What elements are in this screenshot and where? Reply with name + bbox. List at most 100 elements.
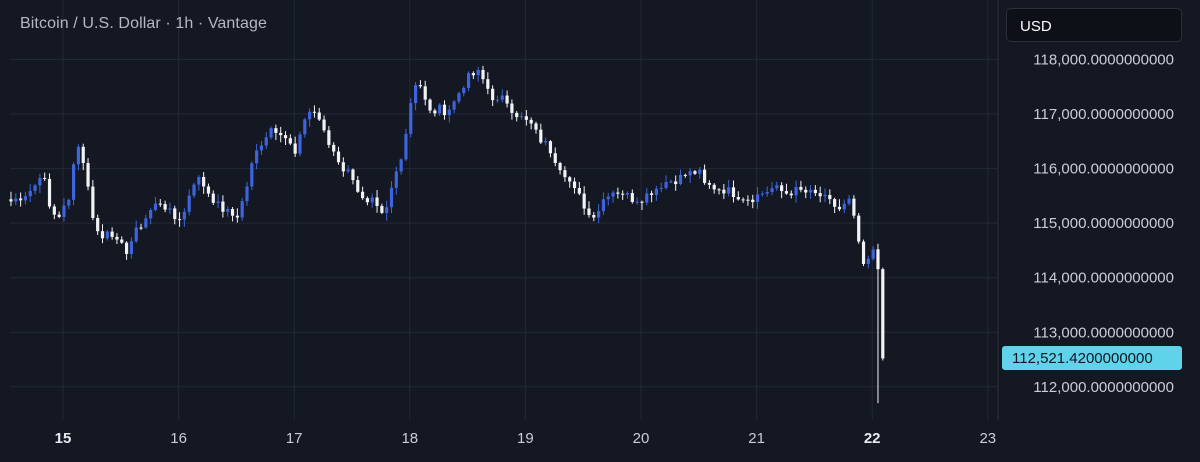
candle-body: [452, 101, 456, 110]
x-tick-label: 16: [170, 430, 187, 447]
candle-body: [794, 186, 798, 196]
candle-body: [360, 191, 365, 199]
candle-body: [226, 209, 230, 212]
candle-body: [43, 177, 47, 179]
candle-body: [471, 73, 475, 76]
candle-body: [230, 209, 235, 216]
candle-body: [751, 199, 755, 203]
candle-body: [438, 104, 442, 114]
candle-body: [356, 180, 360, 192]
candle-body: [698, 169, 702, 174]
candle-body: [861, 241, 866, 264]
candle-body: [707, 182, 711, 185]
candle-body: [264, 137, 268, 146]
x-tick-label: 21: [748, 430, 765, 447]
candle-body: [211, 193, 215, 203]
candle-body: [669, 181, 673, 183]
candle-body: [327, 130, 331, 145]
candle-body: [563, 170, 567, 178]
candle-body: [544, 141, 548, 143]
candle-body: [67, 199, 71, 206]
candle-body: [741, 199, 745, 201]
candle-body: [52, 206, 56, 215]
candle-body: [770, 188, 774, 193]
candle-body: [206, 186, 211, 194]
candle-body: [149, 210, 153, 219]
candle-body: [476, 69, 480, 76]
candle-body: [115, 236, 119, 240]
candle-body: [674, 181, 678, 185]
candle-body: [423, 86, 427, 100]
candle-body: [712, 184, 716, 190]
currency-button[interactable]: USD: [1006, 8, 1182, 42]
candle-body: [202, 176, 206, 187]
candle-body: [346, 169, 350, 172]
candle-body: [592, 215, 596, 218]
candle-body: [693, 171, 697, 174]
candle-body: [192, 184, 196, 196]
candle-body: [168, 208, 172, 210]
candle-body: [240, 201, 244, 218]
candle-body: [187, 195, 191, 212]
candle-body: [481, 69, 485, 80]
x-tick-label: 22: [864, 430, 881, 447]
candle-body: [616, 192, 620, 194]
candle-body: [47, 178, 52, 207]
candle-body: [341, 162, 345, 172]
candle-body: [385, 207, 389, 213]
candle-body: [139, 227, 143, 229]
candle-body: [852, 198, 856, 216]
candle-body: [866, 258, 870, 264]
candle-body: [124, 242, 129, 254]
candle-body: [279, 132, 283, 136]
candle-body: [775, 185, 779, 189]
candle-body: [649, 193, 654, 195]
candle-body: [129, 241, 133, 254]
candle-body: [110, 231, 114, 237]
candle-body: [553, 153, 557, 164]
candle-body: [539, 129, 543, 143]
candle-body: [250, 163, 254, 187]
candle-body: [221, 201, 225, 212]
candle-body: [298, 134, 302, 154]
candle-body: [630, 193, 634, 202]
candle-body: [317, 112, 321, 120]
candle-body: [158, 203, 162, 205]
candle-body: [621, 193, 625, 195]
candle-body: [486, 79, 490, 89]
candle-body: [144, 218, 148, 228]
candles: [9, 65, 885, 404]
candle-body: [548, 141, 553, 154]
candle-body: [625, 193, 630, 195]
candle-body: [389, 187, 394, 208]
candle-body: [14, 198, 18, 202]
candle-body: [9, 199, 13, 202]
candle-body: [558, 163, 562, 171]
candle-body: [876, 249, 880, 270]
candle-body: [722, 189, 726, 194]
candle-body: [404, 133, 408, 160]
candle-body: [428, 99, 432, 111]
candle-body: [789, 193, 793, 196]
candle-body: [837, 206, 842, 210]
candle-body: [413, 85, 418, 104]
candle-body: [818, 193, 822, 197]
candle-body: [808, 189, 813, 193]
candle-body: [654, 188, 659, 195]
candle-body: [500, 95, 504, 100]
candle-body: [727, 187, 731, 194]
candle-body: [182, 211, 186, 220]
candle-body: [91, 186, 95, 218]
candle-body: [19, 198, 23, 201]
y-tick-label: 113,000.0000000000: [1033, 324, 1174, 341]
candle-body: [495, 99, 500, 101]
y-tick-label: 115,000.0000000000: [1033, 215, 1174, 232]
candle-body: [255, 150, 259, 164]
candle-body: [659, 187, 663, 189]
candle-body: [86, 163, 90, 187]
candle-body: [447, 109, 451, 116]
candle-body: [134, 227, 138, 242]
candle-body: [640, 201, 644, 203]
